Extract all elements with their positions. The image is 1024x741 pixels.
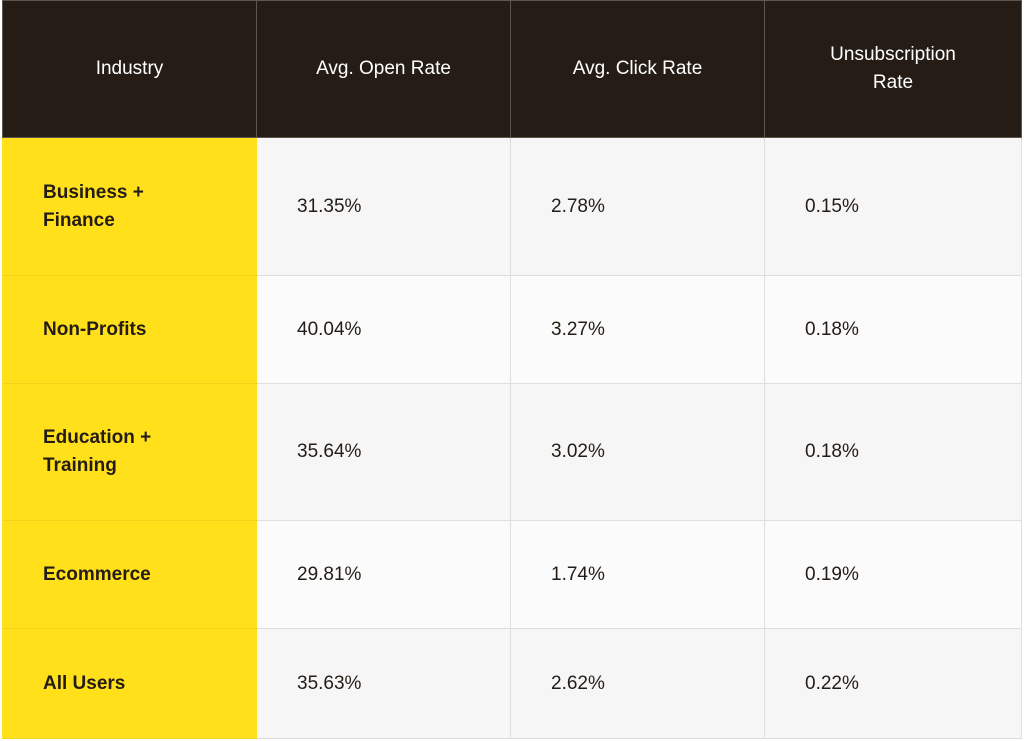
open-rate-cell: 29.81% bbox=[256, 520, 511, 629]
click-rate-cell: 3.27% bbox=[510, 275, 765, 384]
click-rate-cell: 3.02% bbox=[510, 383, 765, 521]
open-rate-cell: 35.63% bbox=[256, 628, 511, 739]
open-rate-cell: 40.04% bbox=[256, 275, 511, 384]
click-rate-cell: 2.78% bbox=[510, 137, 765, 276]
header-row: Industry Avg. Open Rate Avg. Click Rate … bbox=[2, 0, 1022, 138]
header-industry: Industry bbox=[2, 0, 257, 138]
unsub-rate-cell: 0.18% bbox=[764, 275, 1022, 384]
industry-cell: All Users bbox=[2, 628, 257, 739]
unsub-rate-cell: 0.15% bbox=[764, 137, 1022, 276]
header-click-rate: Avg. Click Rate bbox=[510, 0, 765, 138]
table-row: Non-Profits 40.04% 3.27% 0.18% bbox=[2, 275, 1022, 384]
header-open-rate: Avg. Open Rate bbox=[256, 0, 511, 138]
table-row: Ecommerce 29.81% 1.74% 0.19% bbox=[2, 520, 1022, 629]
table-row: Business + Finance 31.35% 2.78% 0.15% bbox=[2, 137, 1022, 276]
open-rate-cell: 35.64% bbox=[256, 383, 511, 521]
click-rate-cell: 2.62% bbox=[510, 628, 765, 739]
unsub-rate-cell: 0.19% bbox=[764, 520, 1022, 629]
table-row: Education + Training 35.64% 3.02% 0.18% bbox=[2, 383, 1022, 521]
industry-cell: Education + Training bbox=[2, 383, 257, 521]
industry-cell: Ecommerce bbox=[2, 520, 257, 629]
open-rate-cell: 31.35% bbox=[256, 137, 511, 276]
table-row: All Users 35.63% 2.62% 0.22% bbox=[2, 628, 1022, 739]
unsub-rate-cell: 0.22% bbox=[764, 628, 1022, 739]
header-unsubscription-rate: Unsubscription Rate bbox=[764, 0, 1022, 138]
click-rate-cell: 1.74% bbox=[510, 520, 765, 629]
table-header: Industry Avg. Open Rate Avg. Click Rate … bbox=[2, 0, 1022, 138]
industry-cell: Business + Finance bbox=[2, 137, 257, 276]
industry-cell: Non-Profits bbox=[2, 275, 257, 384]
unsub-rate-cell: 0.18% bbox=[764, 383, 1022, 521]
table-body: Business + Finance 31.35% 2.78% 0.15% No… bbox=[2, 137, 1022, 739]
